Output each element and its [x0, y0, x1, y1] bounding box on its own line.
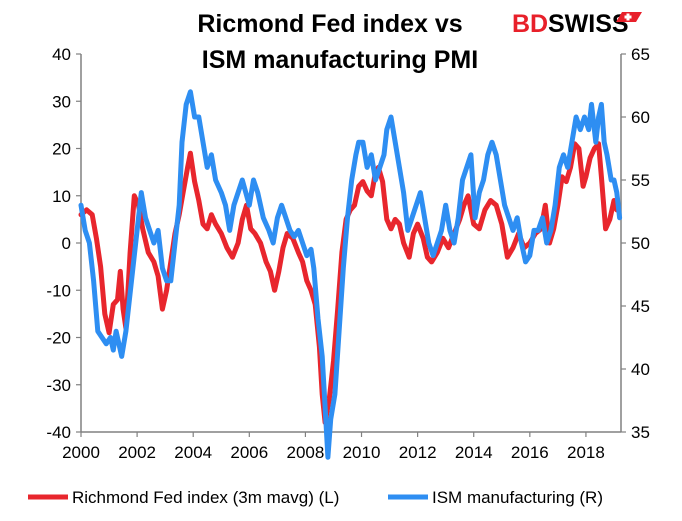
left-tick-label: 30: [52, 92, 71, 111]
x-tick-label: 2002: [118, 443, 156, 462]
left-tick-label: -10: [46, 281, 71, 300]
brand-flag-icon: [616, 12, 642, 22]
left-tick-label: 40: [52, 45, 71, 64]
x-tick-label: 2004: [174, 443, 212, 462]
x-axis-ticks: 2000 2002 2004 2006 2008 2010 2012 2014 2016 2018: [62, 432, 605, 462]
brand-logo: BD SWISS: [512, 10, 642, 38]
brand-logo-bd: BD: [512, 10, 548, 38]
left-tick-label: 0: [62, 234, 71, 253]
series-line-ism: [78, 89, 623, 460]
x-tick-label: 2018: [567, 443, 605, 462]
left-axis-ticks: 40 30 20 10 0 -10 -20 -30 -40: [46, 45, 81, 442]
right-tick-label: 35: [631, 423, 650, 442]
left-tick-label: 20: [52, 140, 71, 159]
chart-title: Ricmond Fed index vs: [197, 10, 462, 38]
left-tick-label: -20: [46, 329, 71, 348]
brand-logo-swiss: SWISS: [548, 10, 629, 38]
legend-label-richmond: Richmond Fed index (3m mavg) (L): [72, 488, 339, 507]
x-tick-label: 2012: [399, 443, 437, 462]
x-tick-label: 2000: [62, 443, 100, 462]
x-tick-label: 2014: [455, 443, 493, 462]
chart-subtitle: ISM manufacturing PMI: [202, 46, 478, 74]
x-tick-label: 2008: [287, 443, 325, 462]
legend-label-ism: ISM manufacturing (R): [432, 488, 603, 507]
right-tick-label: 45: [631, 297, 650, 316]
right-tick-label: 55: [631, 171, 650, 190]
x-tick-label: 2010: [343, 443, 381, 462]
right-tick-label: 40: [631, 360, 650, 379]
series-layer: [78, 89, 623, 460]
left-tick-label: 10: [52, 187, 71, 206]
x-tick-label: 2016: [511, 443, 549, 462]
right-axis-ticks: 65 60 55 50 45 40 35: [621, 45, 650, 442]
right-tick-label: 65: [631, 45, 650, 64]
right-tick-label: 50: [631, 234, 650, 253]
right-tick-label: 60: [631, 108, 650, 127]
x-tick-label: 2006: [230, 443, 268, 462]
left-tick-label: -40: [46, 423, 71, 442]
left-tick-label: -30: [46, 376, 71, 395]
legend: Richmond Fed index (3m mavg) (L) ISM man…: [28, 488, 603, 507]
